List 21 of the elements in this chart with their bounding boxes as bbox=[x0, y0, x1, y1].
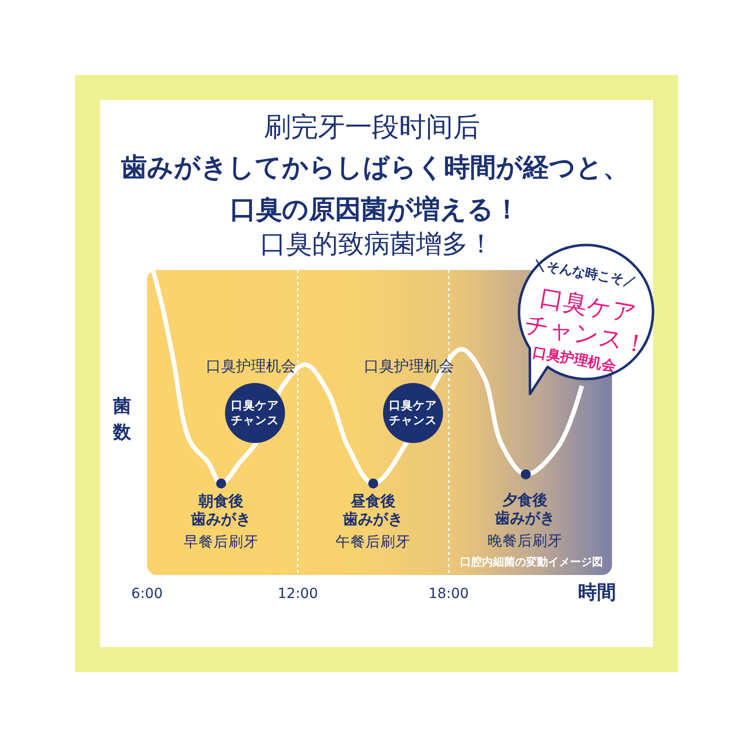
annotation: 午餐后刷牙 bbox=[336, 534, 410, 552]
annotation: 朝食後 bbox=[198, 492, 244, 510]
x-tick-label: 18:00 bbox=[428, 586, 469, 602]
y-axis-title: 菌数 bbox=[112, 395, 132, 445]
annotation: 口臭ケアチャンス bbox=[388, 398, 438, 428]
text: 刷完牙一段时间后 bbox=[264, 112, 480, 144]
annotation: 口臭护理机会 bbox=[206, 357, 296, 375]
chart-title: 歯みがきしてからしばらく時間が経つと、口臭の原因菌が増える！ bbox=[120, 152, 630, 227]
annotation: 歯みがき bbox=[343, 510, 403, 528]
annotation: 口臭ケアチャンス bbox=[230, 398, 280, 428]
annotation: 晚餐后刷牙 bbox=[488, 533, 562, 551]
annotation: 歯みがき bbox=[191, 510, 251, 528]
x-tick-label: 6:00 bbox=[131, 586, 163, 602]
chart-subtitle: 口臭的致病菌增多！ bbox=[260, 229, 494, 261]
annotation: 夕食後 bbox=[502, 491, 548, 509]
annotation: 口腔内細菌の変動イメージ図 bbox=[460, 555, 603, 569]
annotation: 早餐后刷牙 bbox=[184, 534, 258, 552]
x-axis-title: 時間 bbox=[578, 582, 616, 604]
annotation: 昼食後 bbox=[350, 492, 396, 510]
x-tick-label: 12:00 bbox=[278, 586, 318, 602]
annotation: 歯みがき bbox=[495, 509, 555, 527]
